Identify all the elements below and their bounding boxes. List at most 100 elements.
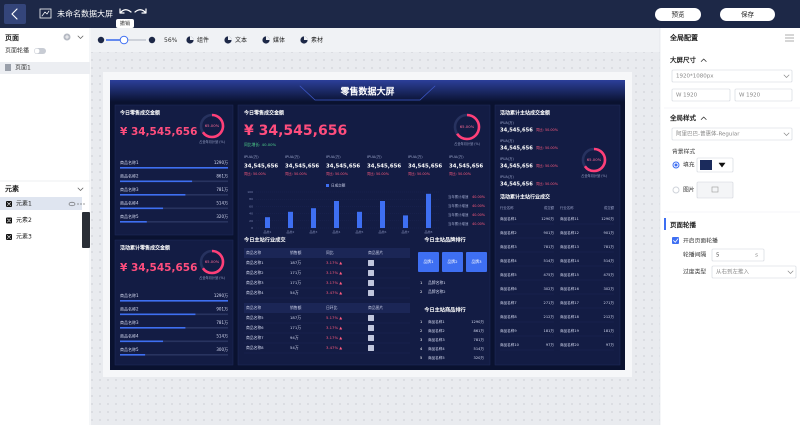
interval-input[interactable] [711, 248, 765, 262]
row-value: 302万 [604, 287, 615, 291]
tool-button[interactable]: 组件 [197, 36, 209, 44]
row-value: 514万 [544, 259, 555, 263]
stat-change: 同比: 50.00% [367, 171, 390, 176]
panel-title: 今日主站商品排行 [424, 306, 466, 314]
more-icon [83, 203, 85, 205]
row-name: 商品名称15 [560, 272, 579, 277]
element-item[interactable]: 元素1 [16, 200, 32, 208]
zoom-knob[interactable] [119, 35, 129, 45]
y-tick-label: 60 [249, 204, 253, 208]
radio-image[interactable] [672, 186, 680, 194]
element-item[interactable]: 元素2 [16, 216, 32, 224]
redo-button [134, 8, 147, 14]
row-value: 271万 [604, 301, 615, 305]
row-value: 781万 [604, 245, 615, 249]
progress-track [120, 340, 228, 343]
tool-button[interactable]: 媒体 [273, 36, 285, 44]
row-name: 商品名称18 [560, 314, 580, 319]
panel-title: 今日主站品牌排行 [424, 236, 466, 244]
row-value: 861万 [216, 174, 228, 179]
table-cell: 商品名称8 [246, 345, 264, 350]
tooltip [116, 19, 134, 28]
row-name: 商品名称3 [120, 186, 139, 192]
progress-fill [120, 221, 147, 223]
collapse-icon [700, 58, 707, 62]
panel-title: 活动累计主站成交金额 [500, 110, 551, 117]
toggle-knob [34, 48, 40, 54]
table-cell: 商品名称5 [246, 315, 264, 320]
element-item[interactable]: 元素3 [16, 233, 32, 241]
side-label: 当年累计增速 [448, 212, 469, 217]
tool-icon [228, 36, 232, 40]
row-value: 514万 [604, 259, 615, 263]
tool-button[interactable]: 文本 [235, 36, 247, 44]
zoom-out[interactable] [97, 36, 105, 44]
row-value: 97万 [546, 343, 555, 347]
zoom-in[interactable] [148, 36, 156, 44]
donut-label: 65.00% [205, 123, 220, 128]
donut-arc [199, 113, 225, 139]
table-cell: 187万 [290, 260, 301, 265]
tool-icon [304, 36, 308, 40]
font-select[interactable] [671, 127, 793, 141]
rank: 1 [420, 280, 423, 285]
x-tick-label: 品类1 [264, 229, 272, 234]
height-input[interactable] [734, 88, 793, 102]
progress-track [120, 354, 228, 356]
field-label: 背景样式 [672, 148, 695, 156]
bar [334, 201, 339, 228]
table-header: 销售额 [290, 305, 302, 310]
preview-button[interactable] [655, 8, 701, 21]
side-value: 40.00% [472, 222, 486, 226]
dashboard-header [110, 80, 625, 102]
row-value: 781万 [216, 320, 228, 325]
stat-change: 同比: 50.00% [244, 171, 267, 176]
panel-title: 活动累计主站行业成交 [500, 194, 550, 201]
back-button[interactable] [4, 4, 26, 24]
table-cell: 商品名称7 [246, 335, 264, 340]
row-name: 商品名称8 [500, 314, 517, 319]
tool-button[interactable]: 素材 [311, 36, 323, 44]
dropdown-icon [783, 132, 790, 136]
header-frame [299, 85, 436, 101]
size-select[interactable] [671, 69, 793, 83]
row-name: 商品名称19 [560, 328, 580, 333]
stat-value: 34,545,656 [449, 164, 483, 170]
side-value: 40.00% [472, 213, 486, 217]
table-cell: 商品名称4 [246, 290, 264, 295]
dropdown-icon [783, 74, 790, 78]
side-value: 40.00% [472, 204, 486, 208]
page-item[interactable]: 页面1 [15, 65, 31, 72]
product-image [368, 260, 374, 266]
goods-value: 514万 [474, 347, 485, 351]
bar [357, 211, 362, 228]
stat-label: IPUA(万) [500, 139, 515, 143]
stat-label: IPUA(万) [500, 121, 515, 125]
donut-caption: 占全年月计划 (%) [199, 139, 225, 144]
panel-title: 全局配置 [669, 33, 698, 42]
bar [403, 215, 408, 228]
width-input[interactable] [671, 88, 731, 102]
checkbox[interactable] [672, 237, 679, 244]
donut-label: 65.00% [460, 124, 475, 129]
transition-select[interactable] [711, 265, 797, 279]
table-cell: 187万 [290, 315, 301, 320]
product-image [368, 325, 374, 331]
row-name: 商品名称1 [500, 216, 517, 221]
save-button[interactable] [720, 8, 775, 21]
table-header: 商品图片 [368, 305, 383, 310]
eye-icon[interactable] [68, 201, 76, 207]
element-icon [7, 235, 11, 239]
product-image [368, 290, 374, 296]
brand-row: 品牌名称2 [428, 289, 446, 294]
table-header: 行业名称 [500, 205, 514, 210]
stat-change: 同比: 50.00% [408, 171, 431, 176]
image-picker[interactable] [696, 181, 734, 199]
collapse-icon [77, 35, 84, 39]
row-name: 商品名称4 [120, 333, 139, 339]
stat-change: 同比: 50.00% [285, 171, 308, 176]
bar [426, 193, 431, 228]
row-value: 320万 [216, 214, 228, 219]
row-value: 514万 [216, 334, 228, 339]
table-cell: 54万 [290, 290, 299, 295]
